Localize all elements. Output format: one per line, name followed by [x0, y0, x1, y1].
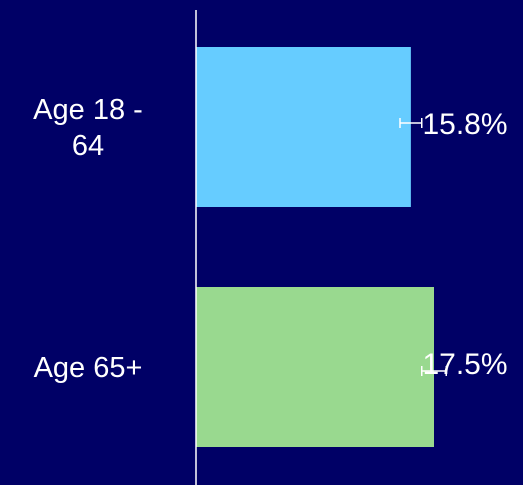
category-labels-group: Age 18 -64 Age 65+ [33, 94, 143, 384]
value-label-1: 17.5% [422, 348, 507, 381]
category-label-0: Age 18 -64 [33, 94, 143, 162]
value-labels-group: 15.8% 17.5% [422, 108, 507, 381]
bar-0 [196, 47, 411, 207]
category-label-1: Age 65+ [34, 352, 143, 384]
error-bars-group [399, 118, 447, 376]
bars-group [196, 47, 434, 447]
bar-1 [196, 287, 434, 447]
value-label-0: 15.8% [422, 108, 507, 141]
